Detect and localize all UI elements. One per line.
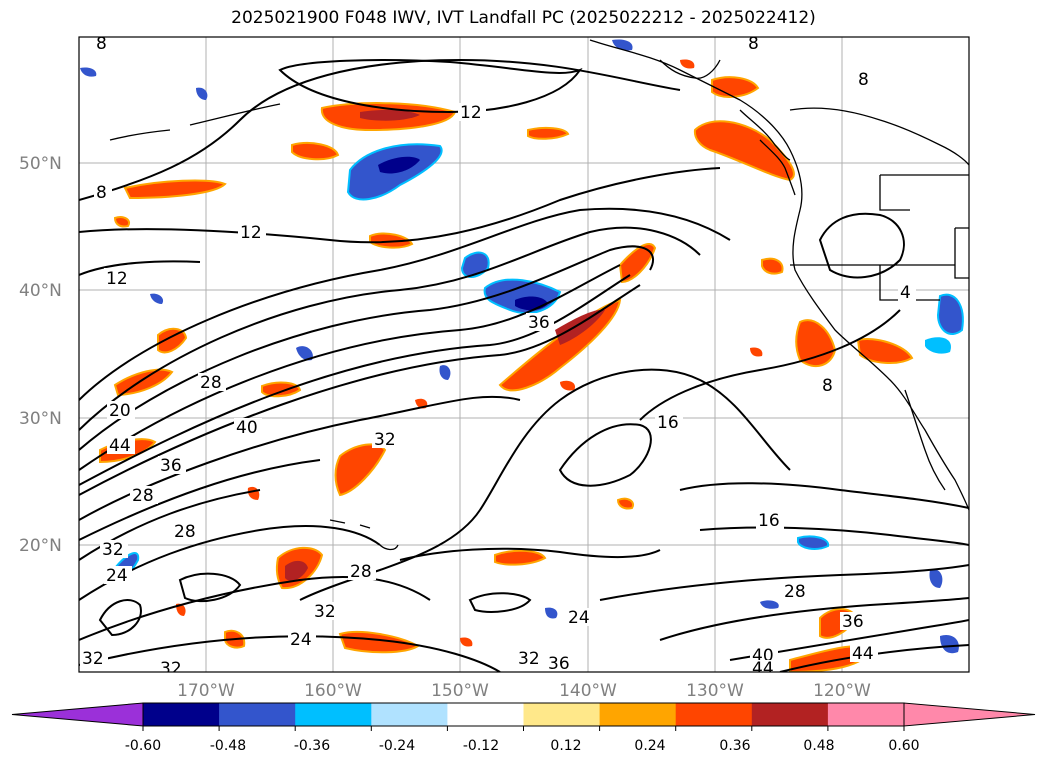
contour-label: 16 xyxy=(657,413,679,433)
contour-label: 36 xyxy=(842,612,864,632)
colorbar-cell xyxy=(523,703,601,726)
contour-label: 36 xyxy=(528,313,550,333)
contour-label: 36 xyxy=(160,456,182,476)
colorbar-tick-label: -0.36 xyxy=(294,738,330,754)
colorbar-cell xyxy=(827,703,905,726)
contour-label: 32 xyxy=(518,649,540,669)
lon-label: 150°W xyxy=(431,681,489,701)
colorbar-tick-label: 0.36 xyxy=(719,738,750,754)
colorbar-tick-label: 0.60 xyxy=(888,738,919,754)
contour-label: 28 xyxy=(350,562,372,582)
coastlines xyxy=(109,39,969,551)
contour-label: 32 xyxy=(160,659,182,679)
colorbar-tick-labels: -0.60 -0.48 -0.36 -0.24 -0.12 0.12 0.24 … xyxy=(125,738,920,754)
contour-label: 28 xyxy=(132,486,154,506)
colorbar-cell xyxy=(295,703,372,726)
plot-area xyxy=(79,37,969,672)
map-title: 2025021900 F048 IWV, IVT Landfall PC (20… xyxy=(231,8,816,28)
contour-label: 40 xyxy=(236,418,258,438)
colorbar-tick-label: -0.24 xyxy=(379,738,415,754)
contour-label: 28 xyxy=(784,582,806,602)
colorbar-tick-label: 0.24 xyxy=(634,738,665,754)
contour-label: 28 xyxy=(174,522,196,542)
lon-label: 170°W xyxy=(177,681,235,701)
colorbar-cell xyxy=(675,703,753,726)
contour-label: 12 xyxy=(106,269,128,289)
contour-label: 8 xyxy=(748,34,759,54)
lat-label: 40°N xyxy=(19,281,62,301)
contour-label: 32 xyxy=(82,649,104,669)
contour-label: 44 xyxy=(109,436,131,456)
colorbar-tick-label: -0.12 xyxy=(463,738,499,754)
longitude-labels: 170°W 160°W 150°W 140°W 130°W 120°W xyxy=(177,681,871,701)
gridlines xyxy=(79,37,969,672)
colorbar: -0.60 -0.48 -0.36 -0.24 -0.12 0.12 0.24 … xyxy=(11,702,1036,754)
colorbar-tick-label: 0.12 xyxy=(550,738,581,754)
contour-label: 44 xyxy=(752,659,774,679)
contour-label: 24 xyxy=(290,630,312,650)
contour-label: 24 xyxy=(106,566,128,586)
latitude-labels: 50°N 40°N 30°N 20°N xyxy=(19,154,62,556)
colorbar-cell xyxy=(371,703,448,726)
plot-border xyxy=(78,36,970,673)
contour-label: 32 xyxy=(102,540,124,560)
colorbar-tick-label: -0.48 xyxy=(210,738,246,754)
lon-label: 130°W xyxy=(686,681,744,701)
colorbar-cell xyxy=(447,703,524,726)
colorbar-under-arrow xyxy=(11,702,144,727)
lon-label: 160°W xyxy=(304,681,362,701)
contour-label: 8 xyxy=(96,183,107,203)
colorbar-tick-label: 0.48 xyxy=(803,738,834,754)
contour-labels: 8 12 8 12 12 36 28 20 44 40 32 36 28 28 … xyxy=(80,34,916,679)
lat-label: 20°N xyxy=(19,536,62,556)
contour-label: 4 xyxy=(900,283,911,303)
negative-anomaly-patches xyxy=(80,39,964,654)
colorbar-cell xyxy=(143,703,220,726)
contour-label: 8 xyxy=(96,34,107,54)
colorbar-cell xyxy=(599,703,677,726)
colorbar-over-arrow xyxy=(903,702,1036,727)
contour-label: 8 xyxy=(822,376,833,396)
colorbar-tick-label: -0.60 xyxy=(125,738,161,754)
lat-label: 50°N xyxy=(19,154,62,174)
contour-label: 28 xyxy=(200,373,222,393)
contour-label: 44 xyxy=(852,644,874,664)
contour-label: 12 xyxy=(460,103,482,123)
positive-anomaly-patches xyxy=(99,59,914,672)
contour-label: 32 xyxy=(314,602,336,622)
contour-label: 16 xyxy=(758,511,780,531)
contour-label: 12 xyxy=(240,223,262,243)
contour-label: 20 xyxy=(109,401,131,421)
contour-label: 8 xyxy=(858,70,869,90)
contour-label: 24 xyxy=(568,608,590,628)
contour-label: 36 xyxy=(548,654,570,674)
colorbar-cell xyxy=(751,703,829,726)
lat-label: 30°N xyxy=(19,409,62,429)
colorbar-cell xyxy=(219,703,296,726)
contour-label: 32 xyxy=(374,430,396,450)
lon-label: 120°W xyxy=(813,681,871,701)
lon-label: 140°W xyxy=(559,681,617,701)
iwv-contours xyxy=(79,58,969,672)
